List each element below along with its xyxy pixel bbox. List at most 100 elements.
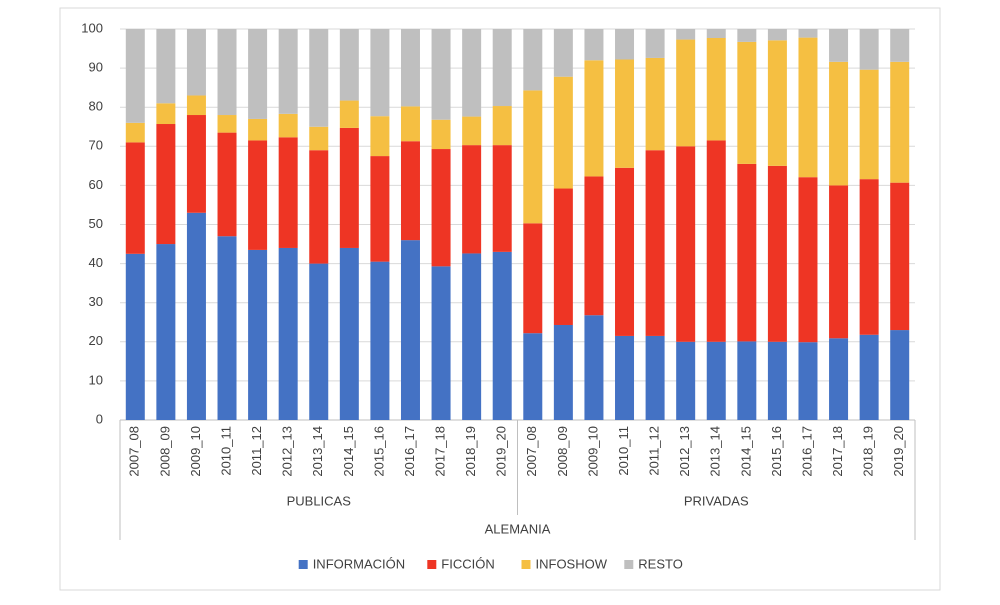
bar-segment [248,29,268,119]
bar-segment [431,119,451,150]
x-tick-label: 2010_11 [218,426,233,476]
bar-segment [370,261,390,420]
bar-segment [645,57,665,151]
x-tick-label: 2011_12 [249,426,264,476]
x-tick-label: 2019_20 [494,426,509,477]
bar-segment [615,167,635,336]
x-tick-label: 2019_20 [891,426,906,477]
y-tick-label: 20 [89,333,103,348]
bar-segment [553,324,573,420]
bar-segment [462,29,482,117]
bar-segment [584,60,604,177]
legend-swatch [624,560,634,569]
y-tick-label: 90 [89,60,103,75]
bar-segment [309,29,329,127]
x-tick-label: 2007_08 [524,426,539,477]
bar-segment [859,29,879,70]
bar-segment [890,29,910,62]
bar-segment [584,315,604,420]
bar-segment [829,338,849,420]
bar-segment [400,29,420,107]
bar-segment [890,61,910,183]
x-tick-label: 2013_14 [708,426,723,477]
x-tick-label: 2017_18 [432,426,447,477]
bar-segment [278,247,298,420]
bar-segment [737,29,757,42]
bar-segment [339,100,359,128]
bar-segment [706,341,726,420]
bar-segment [645,335,665,420]
x-tick-label: 2015_16 [371,426,386,477]
y-tick-label: 60 [89,177,103,192]
x-tick-label: 2016_17 [402,426,417,477]
bar-segment [767,40,787,166]
x-tick-label: 2015_16 [769,426,784,477]
bar-segment [737,41,757,164]
x-tick-label: 2011_12 [647,426,662,476]
x-tick-label: 2008_09 [555,426,570,477]
bar-segment [431,149,451,267]
x-tick-label: 2016_17 [799,426,814,477]
legend-swatch [427,560,437,569]
x-tick-label: 2012_13 [677,426,692,477]
bar-segment [798,177,818,343]
bar-segment [492,106,512,146]
bar-segment [523,223,543,334]
bar-segment [798,342,818,420]
bar-segment [645,150,665,336]
bar-segment [523,333,543,420]
bar-segment [125,29,145,123]
bar-segment [217,29,237,116]
bar-segment [584,29,604,61]
legend-label: RESTO [638,556,683,571]
bar-segment [859,69,879,180]
x-tick-label: 2009_10 [585,426,600,477]
x-tick-label: 2018_19 [463,426,478,477]
bar-segment [339,127,359,248]
bar-segment [156,124,176,245]
bar-segment [186,212,206,420]
bar-segment [370,156,390,262]
bar-segment [767,341,787,420]
group-label: PUBLICAS [287,493,352,508]
x-tick-label: 2007_08 [127,426,142,477]
bar-segment [553,188,573,325]
bar-segment [400,240,420,420]
bar-segment [767,165,787,342]
bar-segment [248,140,268,250]
bar-segment [615,335,635,420]
bar-segment [645,29,665,58]
bar-segment [462,145,482,254]
legend-label: INFORMACIÓN [313,556,405,571]
bar-segment [767,29,787,41]
bar-segment [492,145,512,252]
x-tick-label: 2013_14 [310,426,325,477]
bar-segment [584,176,604,316]
bar-segment [339,247,359,420]
bar-segment [890,182,910,331]
bar-segment [278,113,298,138]
bar-segment [737,163,757,342]
bar-segment [829,61,849,186]
y-tick-label: 40 [89,255,103,270]
x-tick-label: 2017_18 [830,426,845,477]
x-tick-label: 2014_15 [341,426,356,477]
x-tick-label: 2012_13 [280,426,295,477]
bar-segment [798,37,818,178]
bar-segment [186,95,206,116]
bar-segment [859,334,879,420]
bar-segment [186,115,206,213]
bar-segment [156,29,176,104]
y-tick-label: 80 [89,99,103,114]
legend-label: INFOSHOW [536,556,608,571]
bar-segment [829,29,849,62]
x-tick-label: 2014_15 [738,426,753,477]
bar-segment [431,29,451,120]
y-tick-label: 0 [96,411,103,426]
bar-segment [676,29,696,40]
bar-segment [706,37,726,141]
legend-swatch [521,560,531,569]
bar-segment [309,126,329,151]
x-tick-label: 2009_10 [188,426,203,477]
